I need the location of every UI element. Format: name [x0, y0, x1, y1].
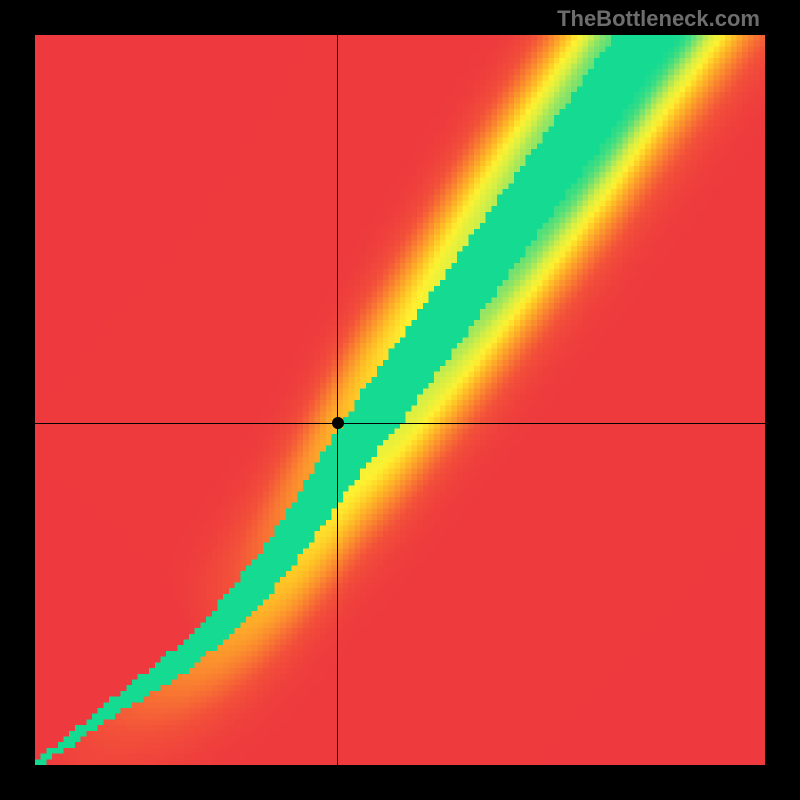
chart-container: TheBottleneck.com: [0, 0, 800, 800]
heatmap-canvas: [35, 35, 765, 765]
crosshair-vertical: [337, 35, 338, 765]
watermark-label: TheBottleneck.com: [557, 6, 760, 32]
crosshair-horizontal: [35, 423, 765, 424]
